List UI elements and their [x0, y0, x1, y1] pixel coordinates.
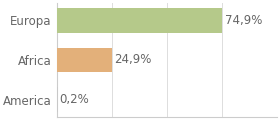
Bar [57, 8, 222, 33]
Text: 74,9%: 74,9% [225, 14, 262, 27]
Bar [57, 48, 112, 72]
Text: 24,9%: 24,9% [115, 54, 152, 66]
Text: 0,2%: 0,2% [59, 93, 89, 106]
